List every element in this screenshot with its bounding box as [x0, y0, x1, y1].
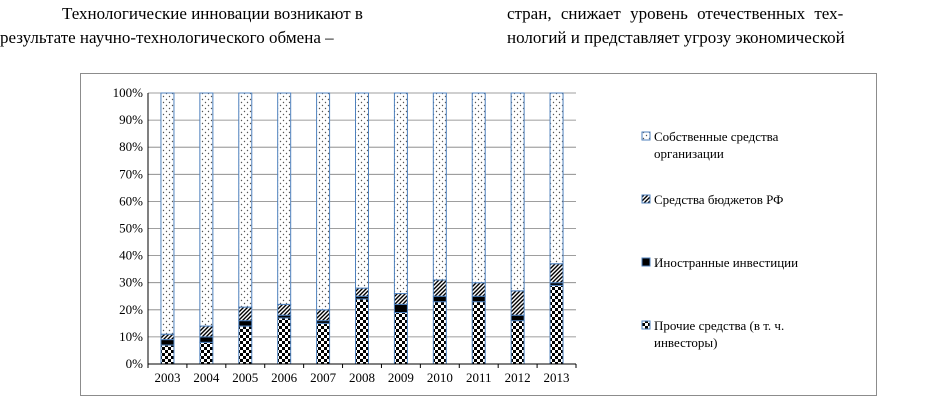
legend-label: Собственные средства	[654, 129, 779, 144]
bar-segment	[355, 298, 369, 365]
x-tick-label: 2013	[544, 370, 570, 385]
bar-segment	[549, 263, 564, 284]
bar-segment	[160, 333, 175, 341]
x-tick-label: 2008	[349, 370, 375, 385]
bar-segment	[432, 92, 447, 281]
bar-segment	[160, 92, 175, 335]
x-tick-label: 2005	[232, 370, 258, 385]
bar-segment	[238, 320, 253, 327]
legend-swatch	[641, 320, 651, 330]
y-tick-label: 40%	[119, 248, 143, 263]
bar-segment	[355, 287, 369, 297]
bar-segment	[432, 301, 447, 365]
bar-segment	[238, 306, 253, 322]
y-tick-label: 10%	[119, 329, 143, 344]
bar-segment	[549, 284, 564, 365]
bar-segment	[393, 293, 408, 305]
bar-segment	[432, 279, 447, 297]
bar-segment	[432, 295, 447, 303]
y-tick-label: 0%	[126, 356, 144, 371]
bar-segment	[238, 92, 253, 308]
bar-segment	[199, 325, 214, 338]
x-tick-label: 2010	[427, 370, 453, 385]
bar-segment	[316, 322, 331, 365]
legend-swatch	[641, 257, 651, 267]
bar-segment	[510, 320, 525, 365]
bar-segment	[277, 92, 292, 305]
legend-label: Средства бюджетов РФ	[654, 192, 783, 207]
legend-label: инвесторы)	[654, 335, 717, 350]
y-tick-label: 100%	[113, 85, 144, 100]
bar-segment	[393, 92, 408, 295]
y-tick-label: 90%	[119, 112, 143, 127]
bar-segment	[510, 314, 525, 322]
bar-segment	[549, 92, 564, 265]
bar-segment	[160, 339, 175, 346]
x-tick-label: 2011	[466, 370, 492, 385]
body-text-right-line-1: стран, снижает уровень отечественных тех…	[507, 4, 844, 23]
bar-segment	[199, 336, 214, 343]
bar-segment	[199, 341, 214, 365]
bar-segment	[238, 325, 253, 365]
bar-segment	[471, 282, 486, 297]
x-tick-label: 2003	[154, 370, 180, 385]
legend-label: организации	[654, 146, 724, 161]
body-text-left-line-1: Технологические инновации возникают в	[62, 4, 363, 23]
body-text-left-line-2: результате научно-технологического обмен…	[0, 28, 334, 47]
y-tick-label: 20%	[119, 302, 143, 317]
legend-swatch	[641, 131, 651, 141]
bar-segment	[355, 92, 369, 289]
bar-segment	[393, 303, 408, 314]
bar-segment	[316, 92, 331, 311]
bar-segment	[471, 92, 486, 284]
bar-segment	[199, 92, 214, 327]
bar-segment	[160, 344, 175, 365]
bar-segment	[471, 301, 486, 365]
stacked-bar-chart: 0% 10% 20% 30% 40% 50% 60% 70% 80% 90% 100% 2003 200…	[113, 85, 798, 385]
y-tick-label: 30%	[119, 275, 143, 290]
chart-figure: 0% 10% 20% 30% 40% 50% 60% 70% 80% 90% 100% 2003 200…	[80, 73, 877, 396]
y-tick-label: 60%	[119, 193, 143, 208]
legend-label: Прочие средства (в т. ч.	[654, 318, 784, 333]
bar-segment	[316, 309, 331, 322]
x-tick-label: 2009	[388, 370, 414, 385]
bar-segment	[510, 92, 525, 292]
bar-segment	[471, 295, 486, 303]
x-tick-label: 2007	[310, 370, 337, 385]
body-text-right-line-2: нологий и представляет угрозу экономичес…	[507, 28, 845, 47]
x-tick-label: 2006	[271, 370, 298, 385]
x-tick-label: 2012	[505, 370, 531, 385]
bar-segment	[393, 312, 408, 365]
bar-segment	[277, 303, 292, 316]
legend-swatch	[641, 194, 651, 204]
y-tick-label: 70%	[119, 166, 143, 181]
y-tick-label: 50%	[119, 221, 143, 236]
legend-label: Иностранные инвестиции	[654, 255, 798, 270]
y-tick-label: 80%	[119, 139, 143, 154]
x-tick-label: 2004	[193, 370, 220, 385]
bar-segment	[277, 317, 292, 365]
bar-segment	[510, 290, 525, 316]
